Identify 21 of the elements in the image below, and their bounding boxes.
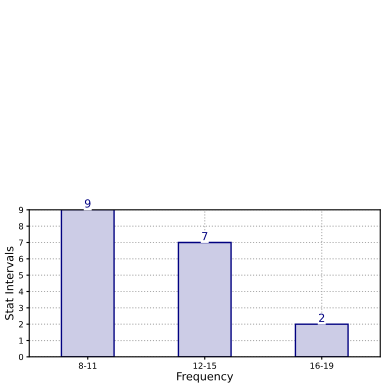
data-label: 7: [202, 232, 208, 240]
x-tick-label: 8-11: [78, 362, 96, 369]
y-tick-label: 8: [18, 223, 24, 230]
y-tick-label: 5: [19, 272, 23, 278]
y-tick-label: 6: [18, 256, 24, 262]
y-tick-label: 3: [19, 304, 24, 312]
y-axis-title: Stat Intervals: [4, 246, 14, 320]
data-label: 2: [319, 314, 324, 322]
bar: [178, 242, 232, 357]
data-label: 9: [84, 199, 91, 208]
x-tick-label: 12-15: [194, 362, 216, 369]
y-tick-label: 1: [19, 338, 23, 344]
y-tick-label: 7: [19, 240, 23, 246]
bar: [60, 210, 115, 357]
bar: [294, 323, 349, 357]
y-tick-label: 2: [19, 321, 23, 328]
y-tick-label: 9: [18, 206, 24, 214]
y-tick-label: 4: [18, 288, 24, 295]
y-tick-label: 0: [18, 354, 24, 360]
x-axis-title: Frequency: [177, 372, 234, 383]
x-tick-label: 16-19: [310, 362, 334, 369]
